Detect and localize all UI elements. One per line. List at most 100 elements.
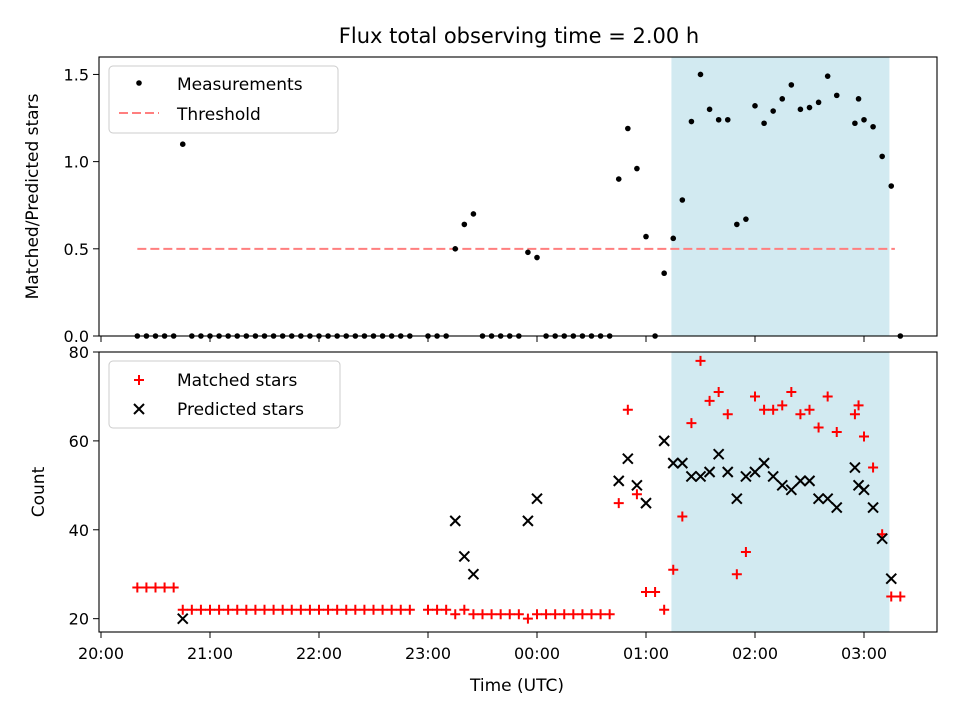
ratio-panel-frame — [98, 56, 938, 337]
matched-star-point — [241, 604, 252, 615]
x-tick-label: 22:00 — [296, 644, 342, 663]
predicted-star-point — [867, 501, 879, 514]
matched-star-point — [704, 395, 715, 406]
measurement-point — [855, 96, 862, 102]
y-tick-label: 1.5 — [64, 65, 89, 84]
matched-star-point — [350, 604, 361, 615]
predicted-star-point — [449, 515, 461, 527]
matched-star-point — [295, 604, 306, 615]
ratio-legend: Measurements Threshold — [108, 65, 339, 134]
matched-star-point — [759, 404, 770, 415]
predicted-star-point — [767, 470, 779, 483]
matched-star-point — [150, 582, 161, 593]
count-points — [132, 355, 906, 625]
matched-star-point — [522, 613, 533, 624]
matched-star-point — [468, 609, 479, 620]
y-tick-label: 0.5 — [64, 240, 89, 259]
predicted-star-point — [885, 572, 897, 585]
predicted-star-point — [622, 452, 634, 465]
matched-star-point — [659, 604, 670, 615]
matched-star-point — [341, 604, 352, 615]
measurement-point — [752, 103, 758, 109]
matched-star-point — [486, 609, 497, 620]
predicted-star-point — [776, 479, 788, 492]
predicted-star-point — [849, 461, 861, 474]
y-tick-label: 80 — [69, 343, 89, 362]
matched-star-point — [214, 604, 225, 615]
matched-star-point — [786, 387, 797, 397]
matched-star-point — [822, 391, 833, 402]
y-tick-label: 60 — [69, 432, 89, 451]
legend-box — [108, 360, 341, 429]
legend-box — [108, 65, 339, 134]
predicted-star-point — [676, 457, 689, 469]
matched-star-point — [423, 604, 433, 615]
matched-star-point — [332, 604, 343, 615]
matched-star-point — [477, 609, 488, 620]
matched-star-point — [432, 604, 443, 615]
matched-star-point — [186, 604, 197, 615]
matched-star-point — [404, 604, 415, 615]
matched-star-point — [232, 604, 243, 615]
legend-measurements-marker — [136, 80, 142, 86]
matched-star-point — [259, 604, 270, 615]
predicted-star-point — [821, 492, 834, 505]
matched-star-point — [205, 604, 215, 615]
predicted-star-point — [458, 550, 471, 563]
matched-star-point — [368, 604, 379, 615]
observing-span-top — [671, 57, 890, 336]
matched-star-point — [641, 587, 651, 597]
measurement-point — [861, 116, 867, 123]
matched-star-point — [541, 609, 552, 620]
measurement-point — [797, 106, 804, 113]
measurement-point — [743, 216, 749, 222]
matched-star-point — [250, 604, 261, 615]
matched-star-point — [195, 604, 206, 615]
predicted-star-point — [876, 532, 888, 545]
matched-star-point — [804, 404, 815, 415]
count-y-axis: 20 40 60 80 — [69, 343, 99, 629]
ratio-x-ticks — [100, 336, 865, 342]
observing-span-bottom — [671, 352, 890, 632]
measurement-point — [679, 197, 686, 203]
matched-star-point — [559, 609, 570, 620]
chart-title: Flux total observing time = 2.00 h — [339, 24, 699, 48]
count-y-axis-label: Count — [29, 466, 49, 517]
matched-star-point — [504, 609, 515, 620]
predicted-star-point — [703, 466, 716, 478]
y-tick-label: 20 — [69, 610, 89, 629]
matched-star-point — [450, 609, 461, 620]
measurement-point — [179, 141, 186, 147]
measurement-point — [870, 123, 876, 130]
predicted-star-point — [658, 435, 670, 447]
measurement-point — [824, 73, 831, 79]
matched-star-point — [159, 582, 170, 593]
predicted-star-point — [758, 457, 770, 469]
matched-star-point — [441, 604, 452, 615]
measurement-point — [452, 246, 459, 252]
matched-star-point — [459, 604, 470, 615]
x-tick-label: 20:00 — [78, 644, 124, 663]
matched-star-point — [849, 409, 860, 420]
measurement-point — [715, 116, 722, 123]
matched-star-point — [731, 569, 742, 580]
matched-star-point — [695, 355, 706, 366]
predicted-star-point — [531, 492, 543, 505]
measurement-point — [770, 108, 776, 114]
legend-threshold-label: Threshold — [176, 105, 261, 125]
matched-star-point — [568, 609, 579, 620]
predicted-star-point — [640, 497, 652, 509]
matched-star-point — [268, 604, 279, 615]
matched-star-point — [595, 609, 606, 620]
measurement-point — [706, 106, 713, 113]
predicted-star-point — [722, 466, 734, 478]
y-tick-label: 1.0 — [64, 153, 89, 172]
legend-predicted-marker — [133, 403, 145, 415]
predicted-star-point — [749, 466, 761, 478]
matched-star-point — [722, 409, 733, 420]
matched-star-point — [586, 609, 597, 620]
predicted-star-point — [812, 492, 825, 505]
predicted-star-point — [667, 457, 679, 469]
measurement-point — [670, 235, 677, 242]
